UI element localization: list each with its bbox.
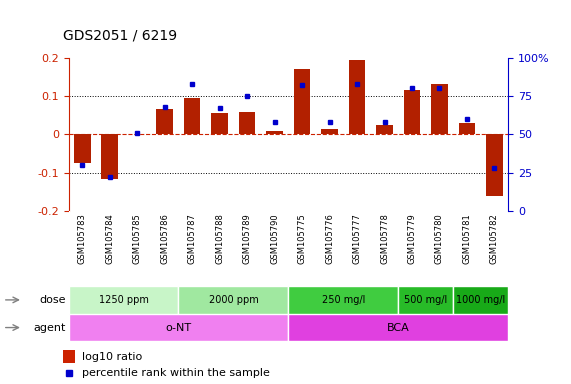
Text: GSM105782: GSM105782 (490, 214, 499, 264)
Bar (321, 129, 338, 134)
Text: GSM105786: GSM105786 (160, 214, 169, 264)
Bar (349, 60, 365, 134)
Text: GSM105776: GSM105776 (325, 214, 334, 264)
Bar (294, 69, 311, 134)
Bar (102, 134, 118, 179)
Text: GSM105787: GSM105787 (188, 214, 196, 264)
Text: GSM105785: GSM105785 (132, 214, 142, 264)
Bar (453, 286, 508, 314)
Text: percentile rank within the sample: percentile rank within the sample (82, 368, 270, 378)
Text: log10 ratio: log10 ratio (82, 352, 142, 362)
Text: GSM105784: GSM105784 (105, 214, 114, 264)
Text: 1000 mg/l: 1000 mg/l (456, 295, 505, 305)
Bar (288, 314, 508, 341)
Bar (404, 90, 420, 134)
Bar (156, 109, 173, 134)
Text: BCA: BCA (387, 323, 409, 333)
Bar (486, 134, 502, 196)
Text: GSM105779: GSM105779 (408, 214, 416, 264)
Bar (399, 286, 453, 314)
Text: GSM105781: GSM105781 (463, 214, 472, 264)
Bar (178, 286, 288, 314)
Bar (376, 125, 393, 134)
Text: GSM105790: GSM105790 (270, 214, 279, 264)
Text: GSM105780: GSM105780 (435, 214, 444, 264)
Text: o-NT: o-NT (166, 323, 191, 333)
Bar (266, 131, 283, 134)
Text: 1250 ppm: 1250 ppm (99, 295, 148, 305)
Text: agent: agent (33, 323, 66, 333)
Bar (69, 286, 178, 314)
Bar (74, 134, 90, 163)
Text: GSM105783: GSM105783 (78, 214, 87, 264)
Bar (63, 350, 75, 363)
Text: 500 mg/l: 500 mg/l (404, 295, 447, 305)
Text: 2000 ppm: 2000 ppm (208, 295, 258, 305)
Text: dose: dose (39, 295, 66, 305)
Bar (431, 84, 448, 134)
Text: GDS2051 / 6219: GDS2051 / 6219 (63, 28, 177, 42)
Text: 250 mg/l: 250 mg/l (321, 295, 365, 305)
Bar (184, 98, 200, 134)
Bar (459, 123, 475, 134)
Text: GSM105777: GSM105777 (352, 214, 361, 264)
Bar (211, 113, 228, 134)
Text: GSM105789: GSM105789 (243, 214, 252, 264)
Bar (239, 112, 255, 134)
Bar (69, 314, 288, 341)
Text: GSM105778: GSM105778 (380, 214, 389, 264)
Text: GSM105788: GSM105788 (215, 214, 224, 264)
Bar (288, 286, 399, 314)
Text: GSM105775: GSM105775 (297, 214, 307, 264)
